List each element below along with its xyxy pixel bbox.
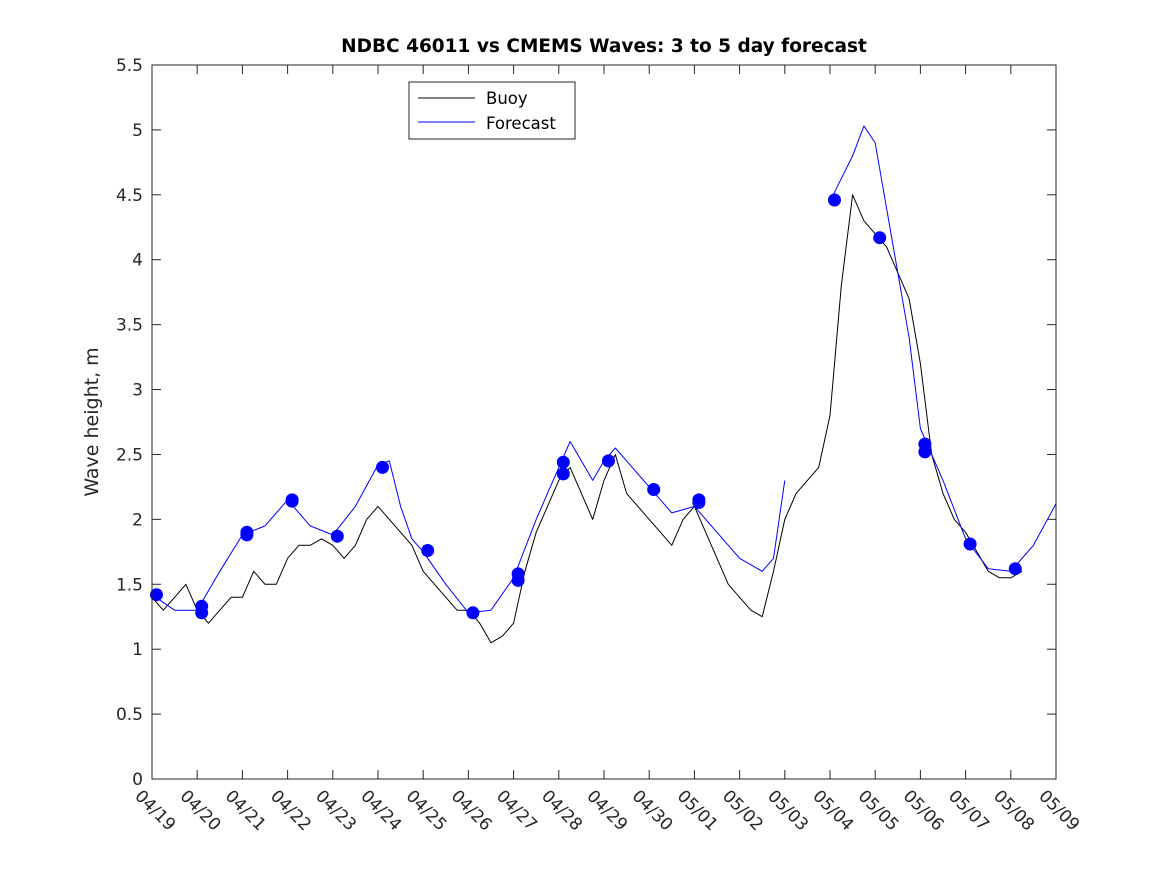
forecast-marker <box>421 544 435 557</box>
forecast-marker <box>692 496 706 509</box>
forecast-marker <box>963 537 977 551</box>
y-axis-label: Wave height, m <box>81 347 103 496</box>
chart-title: NDBC 46011 vs CMEMS Waves: 3 to 5 day fo… <box>341 36 867 57</box>
series-line-forecast <box>151 441 786 614</box>
forecast-marker <box>647 483 661 496</box>
y-tick-label: 0.5 <box>116 705 143 725</box>
forecast-marker <box>556 467 570 481</box>
forecast-marker <box>873 231 887 245</box>
y-tick-label: 5.5 <box>116 56 143 76</box>
y-tick-label: 1 <box>132 640 143 660</box>
y-tick-label: 4.5 <box>116 186 143 206</box>
forecast-marker <box>1008 562 1022 576</box>
y-tick-label: 1.5 <box>116 575 143 595</box>
forecast-marker <box>195 606 209 620</box>
y-tick-label: 3 <box>132 381 143 401</box>
legend: Buoy Forecast <box>408 81 576 140</box>
series-line-forecast-2 <box>829 125 1057 572</box>
legend-label-forecast: Forecast <box>486 114 556 133</box>
forecast-marker <box>511 573 525 587</box>
forecast-marker <box>918 445 932 459</box>
forecast-marker <box>556 455 570 469</box>
y-tick-label: 2 <box>132 510 143 530</box>
legend-label-buoy: Buoy <box>486 89 528 108</box>
forecast-marker <box>602 454 615 468</box>
forecast-marker <box>466 606 480 620</box>
plot-area <box>152 65 1056 779</box>
marker-layer <box>150 193 1022 620</box>
y-tick-label: 2.5 <box>116 445 143 465</box>
forecast-marker <box>828 193 841 207</box>
forecast-marker <box>330 529 344 543</box>
y-tick-label: 0 <box>132 770 143 790</box>
forecast-marker <box>240 528 254 542</box>
forecast-marker <box>285 494 299 508</box>
legend-box <box>408 81 576 140</box>
y-tick-label: 3.5 <box>116 316 143 336</box>
forecast-marker <box>150 588 163 602</box>
y-tick-label: 4 <box>132 251 143 271</box>
y-tick-label: 5 <box>132 121 143 141</box>
forecast-marker <box>376 460 389 474</box>
